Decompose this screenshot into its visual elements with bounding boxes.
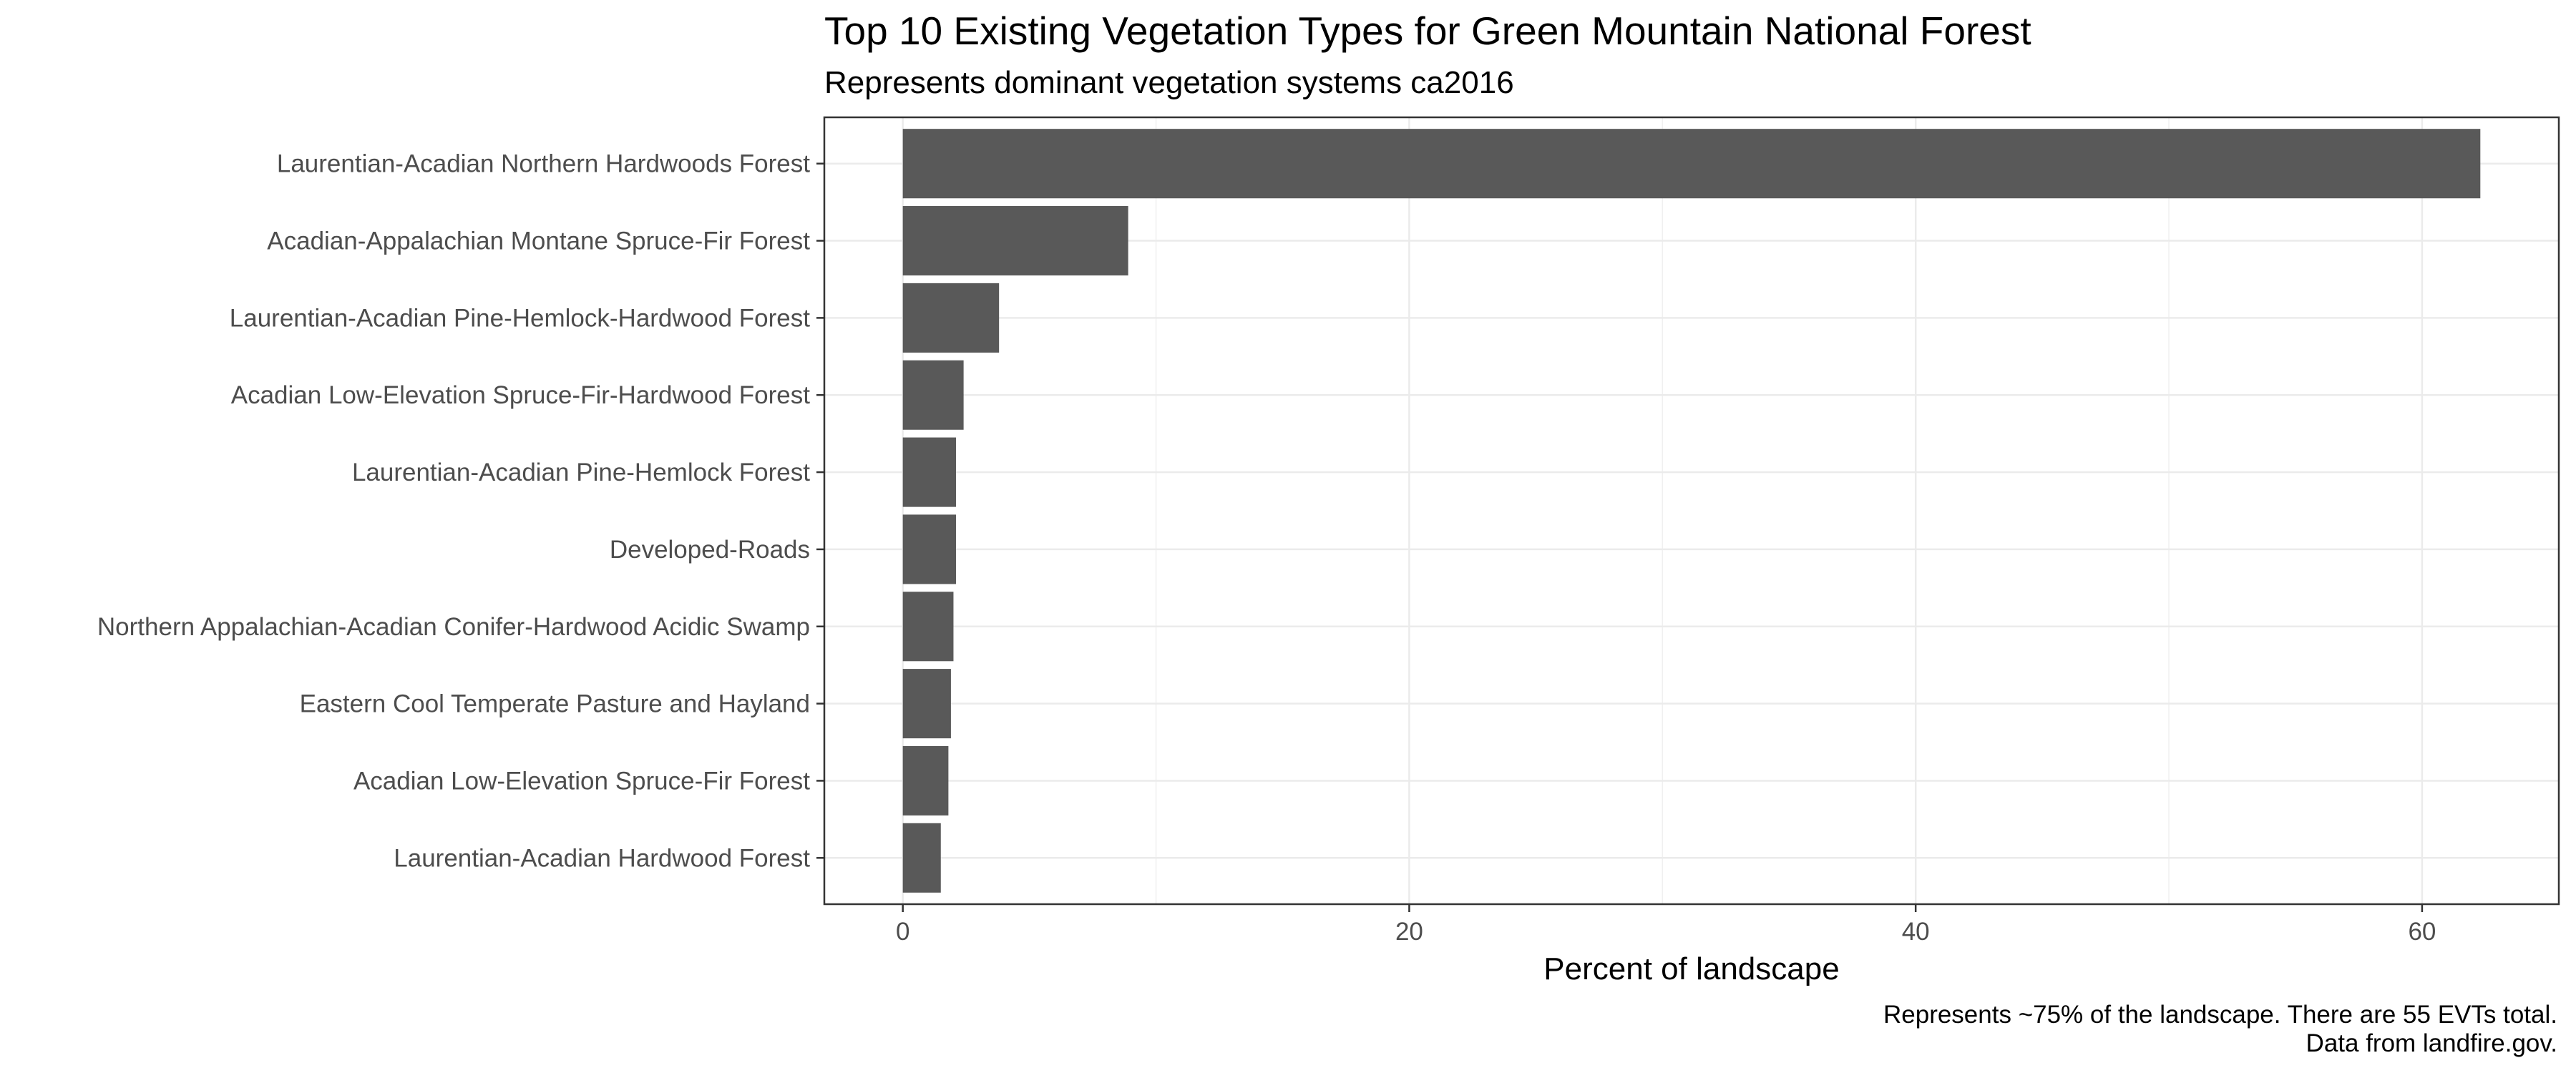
x-tick-label: 40 <box>1902 918 1930 946</box>
bars <box>902 129 2481 893</box>
chart-title: Top 10 Existing Vegetation Types for Gre… <box>824 9 2031 53</box>
bar <box>902 823 941 893</box>
caption-line-2: Data from landfire.gov. <box>2306 1029 2557 1057</box>
category-label: Northern Appalachian-Acadian Conifer-Har… <box>97 613 810 641</box>
category-label: Developed-Roads <box>610 536 810 564</box>
chart-subtitle: Represents dominant vegetation systems c… <box>824 65 1514 100</box>
caption-line-1: Represents ~75% of the landscape. There … <box>1883 1001 2557 1029</box>
category-label: Acadian-Appalachian Montane Spruce-Fir F… <box>267 227 810 255</box>
category-label: Eastern Cool Temperate Pasture and Hayla… <box>300 690 810 718</box>
category-label: Acadian Low-Elevation Spruce-Fir Forest <box>353 767 810 795</box>
x-axis: 0 20 40 60 <box>896 904 2436 946</box>
bar <box>902 283 1000 353</box>
bar <box>902 745 949 815</box>
category-label: Acadian Low-Elevation Spruce-Fir-Hardwoo… <box>231 381 811 409</box>
x-tick-label: 0 <box>896 918 909 946</box>
bar <box>902 206 1128 276</box>
category-label: Laurentian-Acadian Northern Hardwoods Fo… <box>277 150 810 178</box>
category-label: Laurentian-Acadian Pine-Hemlock-Hardwood… <box>230 304 810 332</box>
bar <box>902 669 951 739</box>
bar <box>902 514 957 584</box>
x-axis-title: Percent of landscape <box>1543 951 1839 986</box>
x-tick-label: 20 <box>1395 918 1423 946</box>
bar <box>902 437 957 507</box>
y-axis: Laurentian-Acadian Northern Hardwoods Fo… <box>97 150 824 872</box>
bar <box>902 592 954 662</box>
category-label: Laurentian-Acadian Pine-Hemlock Forest <box>352 459 810 486</box>
bar <box>902 360 964 430</box>
plot-border <box>823 116 2560 906</box>
x-tick-label: 60 <box>2408 918 2436 946</box>
bar <box>902 129 2481 199</box>
category-label: Laurentian-Acadian Hardwood Forest <box>394 844 810 872</box>
